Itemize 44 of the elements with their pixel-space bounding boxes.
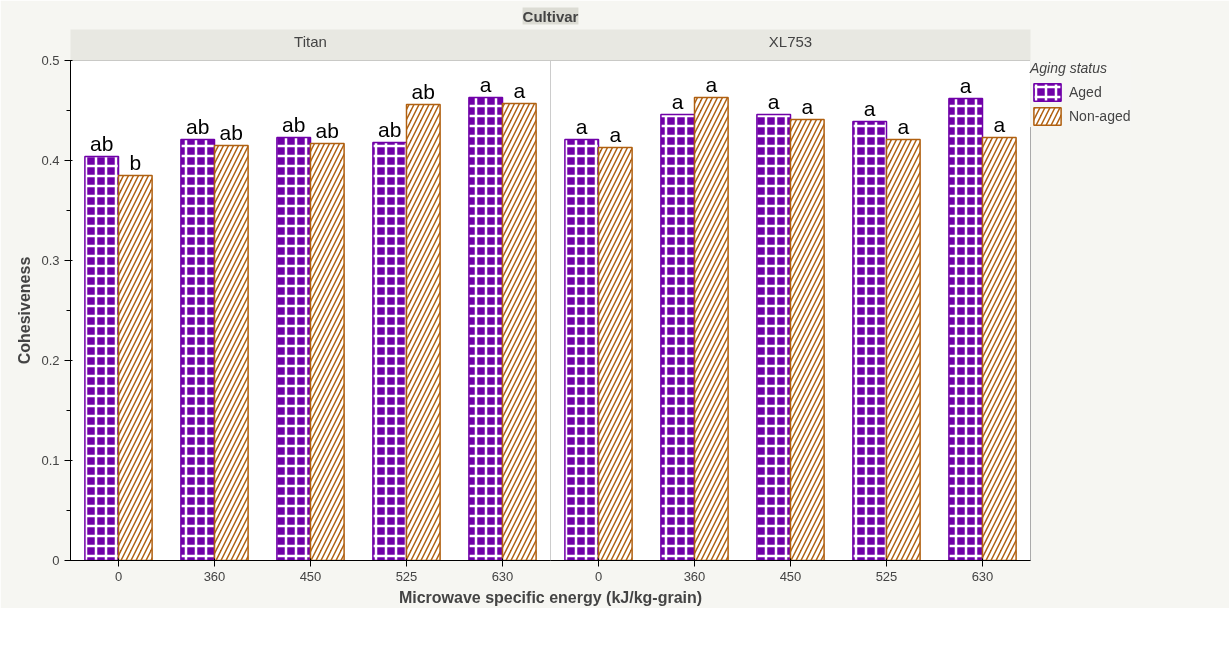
data-label: a: [801, 94, 814, 118]
legend-label: Aged: [1069, 84, 1102, 100]
data-label: a: [767, 89, 780, 113]
x-tick-label: 360: [683, 568, 706, 584]
data-label: a: [671, 89, 684, 113]
data-label: ab: [378, 117, 402, 141]
data-label: a: [863, 96, 876, 120]
data-label: a: [609, 122, 622, 146]
data-label: ab: [282, 112, 306, 136]
text: XL753: [768, 32, 813, 50]
legend-title: Aging status: [1030, 60, 1109, 76]
y-axis-title: Cohesiveness: [16, 256, 34, 365]
x-tick-label: 450: [779, 568, 802, 584]
chart-title: Cultivar: [522, 7, 579, 25]
x-tick-label: 525: [875, 568, 898, 584]
data-label: a: [513, 78, 526, 102]
data-label: ab: [315, 118, 339, 142]
data-label: ab: [219, 120, 243, 144]
data-label: a: [575, 114, 588, 138]
data-label: a: [705, 72, 718, 96]
y-tick-label: 0.5: [41, 53, 60, 68]
y-tick-label: 0.4: [41, 153, 60, 168]
data-label: a: [993, 112, 1006, 136]
x-tick-label: 0: [114, 568, 123, 584]
y-tick-label: 0: [52, 553, 60, 568]
y-tick-label: 0.2: [41, 353, 60, 368]
x-axis-title: Microwave specific energy (kJ/kg-grain): [398, 588, 703, 606]
data-label: a: [959, 73, 972, 97]
legend-label: Non-aged: [1069, 108, 1131, 124]
x-tick-label: 360: [203, 568, 226, 584]
data-label: ab: [411, 79, 435, 103]
data-label: ab: [90, 131, 114, 155]
x-tick-label: 630: [491, 568, 514, 584]
data-label: a: [479, 72, 492, 96]
x-tick-label: 450: [299, 568, 322, 584]
data-label: ab: [186, 114, 210, 138]
x-tick-label: 525: [395, 568, 418, 584]
x-tick-label: 630: [971, 568, 994, 584]
y-tick-label: 0.3: [41, 253, 60, 268]
y-tick-label: 0.1: [41, 453, 60, 468]
data-label: a: [897, 114, 910, 138]
x-tick-label: 0: [594, 568, 603, 584]
data-label: b: [129, 150, 142, 174]
text: Titan: [294, 32, 327, 50]
